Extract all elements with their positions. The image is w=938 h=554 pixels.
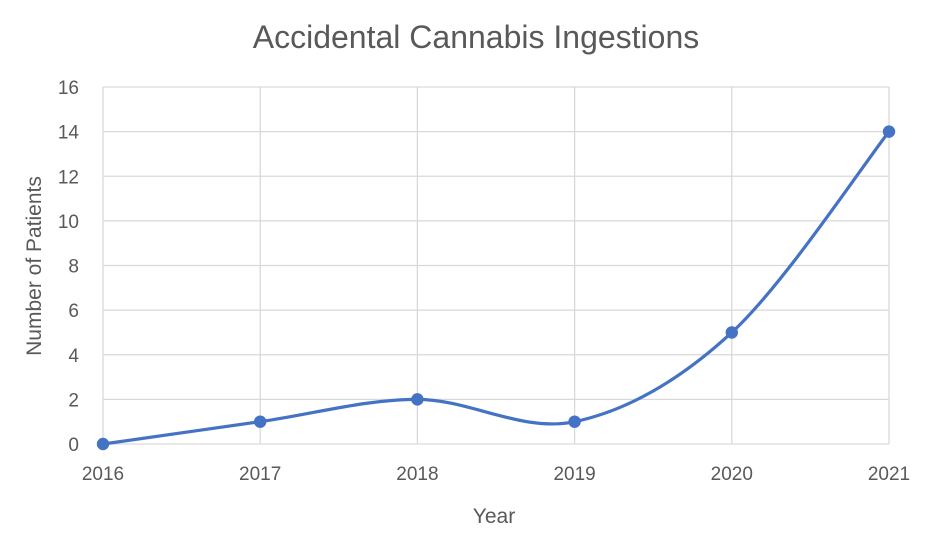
series-line xyxy=(101,130,891,446)
gridlines xyxy=(102,86,890,445)
x-tick-label: 2019 xyxy=(553,464,595,485)
x-tick-label: 2021 xyxy=(868,464,910,485)
data-point-2020 xyxy=(725,326,738,339)
data-point-2016 xyxy=(96,437,110,451)
data-point-2021 xyxy=(882,125,896,138)
x-tick-label: 2017 xyxy=(239,464,281,485)
y-tick-label: 12 xyxy=(58,167,79,188)
y-tick-label: 4 xyxy=(68,346,79,367)
y-axis-title: Number of Patients xyxy=(23,176,46,356)
data-point-2019 xyxy=(568,415,581,428)
y-tick-label: 0 xyxy=(68,435,79,456)
x-tick-labels: 2016 2017 2018 2019 2020 2021 xyxy=(82,464,910,485)
y-tick-labels: 0 2 4 6 8 10 12 14 16 xyxy=(58,78,80,456)
x-tick-label: 2020 xyxy=(711,464,753,485)
data-point-2018 xyxy=(411,393,424,406)
x-axis-title: Year xyxy=(473,505,515,528)
x-tick-label: 2016 xyxy=(82,464,124,485)
y-tick-label: 8 xyxy=(68,257,79,278)
y-tick-label: 6 xyxy=(68,301,79,322)
chart-title: Accidental Cannabis Ingestions xyxy=(253,19,700,55)
y-tick-label: 10 xyxy=(58,212,79,233)
data-point-2017 xyxy=(254,415,267,428)
y-tick-label: 2 xyxy=(68,390,79,411)
series-group xyxy=(96,125,896,451)
y-tick-label: 14 xyxy=(58,123,80,144)
y-tick-label: 16 xyxy=(58,78,79,99)
x-tick-label: 2018 xyxy=(396,464,438,485)
